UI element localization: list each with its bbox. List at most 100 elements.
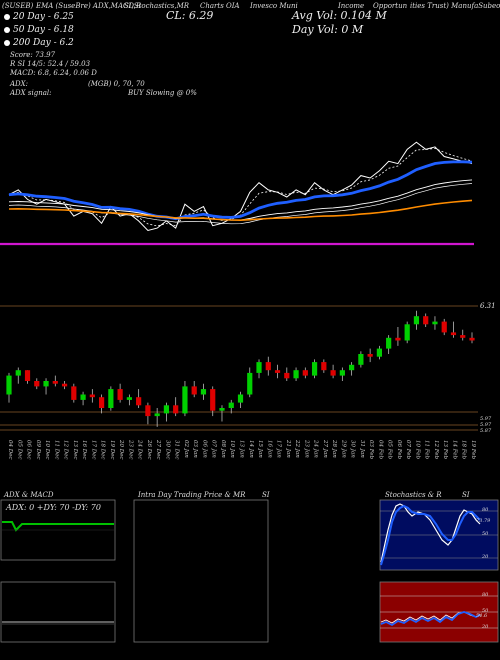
rsi-level-50: 50 <box>482 608 489 614</box>
date-tick-label: 04 Dec <box>7 440 13 460</box>
stoch-level-80: 80 <box>482 507 489 513</box>
legend-score: Score: 73.97 <box>10 51 56 59</box>
candle-body <box>293 370 299 379</box>
price-label-low2: 5.97 <box>480 422 492 428</box>
price-label-low3: 5.87 <box>480 428 492 434</box>
price-close-line <box>8 141 473 232</box>
legend-adx-values: (MGB) 0, 70, 70 <box>88 80 145 88</box>
date-tick-label: 04 Feb <box>377 440 383 460</box>
ema200-line <box>8 199 473 222</box>
candle-body <box>191 386 197 395</box>
header-title-6: Income <box>338 2 365 10</box>
candle-body <box>460 335 466 338</box>
candle-body <box>395 337 401 341</box>
date-tick-label: 12 Feb <box>433 440 439 460</box>
macd-panel-frame <box>0 581 116 643</box>
date-tick-label: 10 Feb <box>414 440 420 460</box>
ema50-band-line <box>8 183 473 225</box>
stoch-k-line <box>380 503 481 563</box>
date-tick-label: 09 Dec <box>35 440 41 460</box>
avg-volume-label: Avg Vol: 0.104 M <box>292 9 387 22</box>
date-tick-label: 13 Jan <box>239 440 245 458</box>
candle-body <box>210 389 216 411</box>
candle-body <box>432 321 438 325</box>
candle-body <box>15 370 21 376</box>
date-tick-label: 27 Jan <box>322 439 328 458</box>
candle-body <box>200 389 207 395</box>
candle-body <box>450 332 457 336</box>
date-tick-label: 28 Jan <box>331 439 337 458</box>
date-tick-label: 06 Dec <box>26 440 32 460</box>
candle-body <box>284 372 290 379</box>
stoch-panel-si: SI <box>462 491 470 499</box>
adx-panel-title: ADX & MACD <box>4 491 54 499</box>
candle-body <box>117 389 123 400</box>
stoch-level-20: 20 <box>482 554 489 560</box>
date-tick-label: 13 Feb <box>442 440 448 460</box>
date-tick-label: 21 Jan <box>285 439 291 458</box>
date-tick-label: 31 Jan <box>359 440 365 458</box>
rsi-level-20: 20 <box>482 624 489 630</box>
stoch-d-line <box>380 504 481 566</box>
legend-ema200: 200 Day - 6.2 <box>4 38 74 48</box>
candle-body <box>376 348 382 357</box>
candle-body <box>182 386 188 414</box>
candle-body <box>52 381 58 384</box>
date-tick-label: 03 Jan <box>192 440 198 458</box>
candle-body <box>43 381 49 387</box>
candle-body <box>349 364 355 371</box>
date-tick-label: 02 Jan <box>183 440 189 458</box>
date-tick-label: 14 Feb <box>451 440 457 460</box>
date-tick-label: 24 Dec <box>137 439 143 460</box>
candle-body <box>247 372 253 395</box>
rsi-line <box>380 611 481 627</box>
date-tick-label: 15 Jan <box>257 440 263 458</box>
date-tick-label: 05 Dec <box>16 440 22 460</box>
rsi-level-80: 80 <box>482 592 489 598</box>
candle-body <box>154 413 160 417</box>
close-price-label: CL: 6.29 <box>166 9 214 22</box>
legend-rsi: R SI 14/5: 52.4 / 59.03 <box>10 60 91 68</box>
date-tick-label: 26 Dec <box>146 439 152 460</box>
date-tick-label: 11 Dec <box>53 440 59 460</box>
legend-ema20: 20 Day - 6.25 <box>4 12 74 22</box>
candle-body <box>108 389 114 408</box>
date-tick-label: 06 Jan <box>201 440 207 458</box>
legend-ema50: 50 Day - 6.18 <box>4 25 74 35</box>
candle-body <box>71 386 77 400</box>
stoch-level-50: 50 <box>482 531 489 537</box>
candle-body <box>173 405 179 414</box>
candle-body <box>136 397 142 406</box>
candle-body <box>367 354 373 357</box>
header-title-3: SI,Stochastics,MR <box>124 2 190 10</box>
date-tick-label: 19 Dec <box>109 440 115 460</box>
candle-body <box>302 370 308 376</box>
candle-body <box>145 405 151 417</box>
header-title-2: EMA (SuseBre) ADX,MACD,B <box>36 2 142 10</box>
date-tick-label: 14 Jan <box>248 440 254 458</box>
date-tick-label: 30 Dec <box>164 440 170 460</box>
date-tick-label: 27 Dec <box>155 439 161 460</box>
candle-body <box>219 408 225 411</box>
candle-body <box>404 324 410 341</box>
date-tick-label: 03 Feb <box>368 440 374 460</box>
header-title-7: Opportun <box>373 2 408 10</box>
legend-buy-signal: BUY Slowing @ 0% <box>128 89 197 97</box>
ema20-line <box>8 160 473 221</box>
candle-body <box>339 370 345 376</box>
legend-adx: ADX: <box>10 80 29 88</box>
date-tick-label: 30 Jan <box>350 440 356 458</box>
date-tick-label: 10 Jan <box>229 440 235 458</box>
date-tick-label: 20 Dec <box>118 439 124 460</box>
stoch-panel-title: Stochastics & R <box>385 491 442 499</box>
adx-line <box>2 521 114 532</box>
header-title-4: Charts OIA <box>200 2 240 10</box>
candle-body <box>330 370 336 376</box>
date-tick-label: 16 Dec <box>81 440 87 460</box>
candle-body <box>274 370 281 373</box>
intraday-panel-title: Intra Day Trading Price & MR <box>138 491 246 499</box>
candle-body <box>228 402 234 408</box>
legend-dot-icon <box>4 13 10 20</box>
date-tick-label: 19 Feb <box>470 440 476 460</box>
